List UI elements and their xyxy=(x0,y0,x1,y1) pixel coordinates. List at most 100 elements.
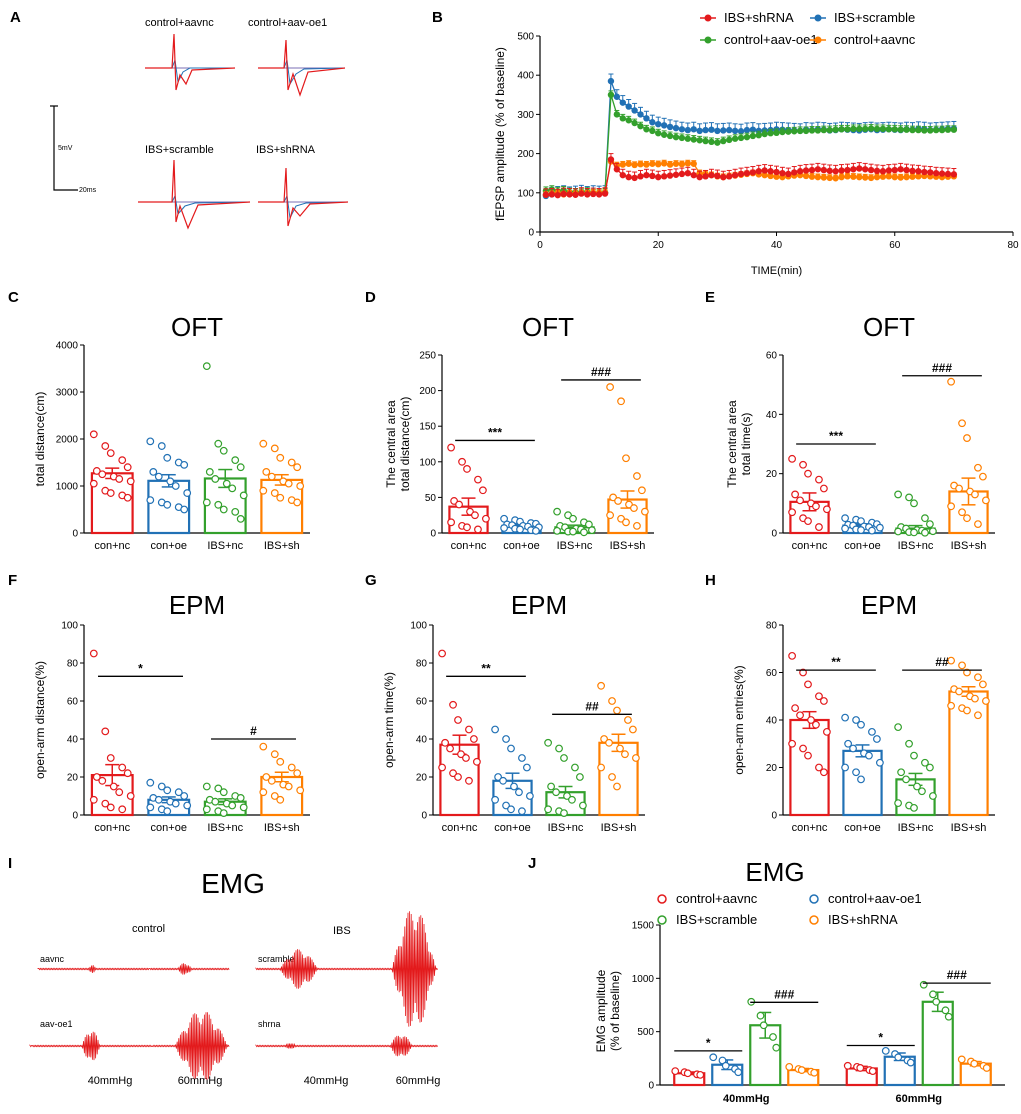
data-point xyxy=(684,126,692,134)
y-tick-label: 60 xyxy=(766,351,778,362)
data-point xyxy=(857,720,865,729)
data-point xyxy=(932,170,940,177)
y-tick-label: 20 xyxy=(766,469,778,480)
data-point xyxy=(947,377,955,386)
data-point xyxy=(894,799,902,808)
data-point xyxy=(832,168,839,175)
data-point xyxy=(876,523,884,532)
legend-entry: IBS+shRNA xyxy=(809,912,898,927)
data-point xyxy=(683,1069,692,1078)
y-axis-label: total distance(cm) xyxy=(398,397,412,492)
x-tick-label: con+nc xyxy=(792,822,828,834)
data-point xyxy=(971,490,979,499)
y-tick-label: 60 xyxy=(766,668,778,679)
data-point xyxy=(799,460,807,469)
data-point xyxy=(796,496,804,505)
data-point xyxy=(149,468,158,476)
data-point xyxy=(228,801,237,810)
data-point xyxy=(690,171,697,179)
data-point xyxy=(963,514,971,523)
legend-marker xyxy=(704,36,712,44)
data-point xyxy=(491,795,500,804)
data-point xyxy=(815,475,823,484)
y-tick-label: 2000 xyxy=(56,435,79,446)
x-axis-label: TIME(min) xyxy=(751,265,802,277)
scale-bar xyxy=(53,106,78,191)
emg-label-aavnc: aavnc xyxy=(40,954,65,964)
data-point xyxy=(910,751,918,760)
group-label-control: control xyxy=(132,923,165,935)
x-tick-label: 20 xyxy=(653,240,665,251)
data-point xyxy=(458,457,466,466)
data-point xyxy=(174,788,183,797)
data-point xyxy=(861,174,869,181)
data-point xyxy=(614,497,622,505)
data-point xyxy=(974,711,982,720)
trace-red xyxy=(145,33,236,91)
data-point xyxy=(270,489,279,497)
data-point xyxy=(856,165,863,172)
data-point xyxy=(950,171,958,178)
data-point xyxy=(788,508,796,517)
data-point xyxy=(606,383,614,391)
data-point xyxy=(873,125,881,133)
data-point xyxy=(660,122,668,129)
chart-title: EPM xyxy=(511,590,567,620)
data-point xyxy=(544,805,552,814)
y-tick-label: 80 xyxy=(416,659,428,670)
panel-i: I EMG control IBS aavnc scramble aav-oe1… xyxy=(8,855,440,1087)
y-axis-label: open-arm entries(%) xyxy=(732,665,746,774)
data-point xyxy=(270,444,279,453)
data-point xyxy=(915,126,922,134)
data-point xyxy=(171,482,180,490)
data-point xyxy=(146,437,155,446)
data-point xyxy=(146,803,155,812)
data-point xyxy=(106,754,115,762)
data-point xyxy=(588,526,596,535)
data-point xyxy=(796,168,804,175)
data-point xyxy=(779,128,786,136)
data-point xyxy=(910,528,918,537)
data-point xyxy=(678,170,686,178)
data-point xyxy=(454,716,462,724)
data-point xyxy=(637,111,644,118)
y-tick-label: 80 xyxy=(766,621,778,632)
data-point xyxy=(881,1046,890,1055)
x-tick-label: IBS+nc xyxy=(548,822,584,834)
data-point xyxy=(455,500,463,509)
data-point xyxy=(597,763,605,772)
data-point xyxy=(958,508,966,517)
data-point xyxy=(447,443,456,452)
data-point xyxy=(820,697,828,705)
data-point xyxy=(773,129,780,137)
data-point xyxy=(441,738,450,747)
data-point xyxy=(446,744,454,753)
data-point xyxy=(555,744,563,753)
x-tick-label: IBS+sh xyxy=(264,540,300,552)
data-point xyxy=(944,1012,953,1021)
data-point xyxy=(879,168,887,175)
data-point xyxy=(902,775,910,784)
x-tick-label: IBS+sh xyxy=(601,822,637,834)
data-point xyxy=(270,792,279,800)
trace-label-ibs-shrna: IBS+shRNA xyxy=(256,144,316,156)
data-point xyxy=(563,792,571,800)
y-axis-label: total time(s) xyxy=(739,413,753,476)
data-point xyxy=(807,716,815,724)
data-point xyxy=(502,801,510,810)
data-point xyxy=(921,528,929,537)
data-point xyxy=(643,161,650,168)
chart-title: OFT xyxy=(522,312,574,342)
data-point xyxy=(708,171,715,179)
data-point xyxy=(276,453,285,462)
data-point xyxy=(507,744,515,753)
data-point xyxy=(239,491,248,500)
data-point xyxy=(714,139,721,146)
data-point xyxy=(947,701,955,710)
data-point xyxy=(671,1067,680,1076)
data-point xyxy=(791,169,798,176)
data-point xyxy=(929,990,937,999)
data-point xyxy=(259,439,268,448)
data-point xyxy=(974,520,982,528)
data-point xyxy=(637,122,644,130)
